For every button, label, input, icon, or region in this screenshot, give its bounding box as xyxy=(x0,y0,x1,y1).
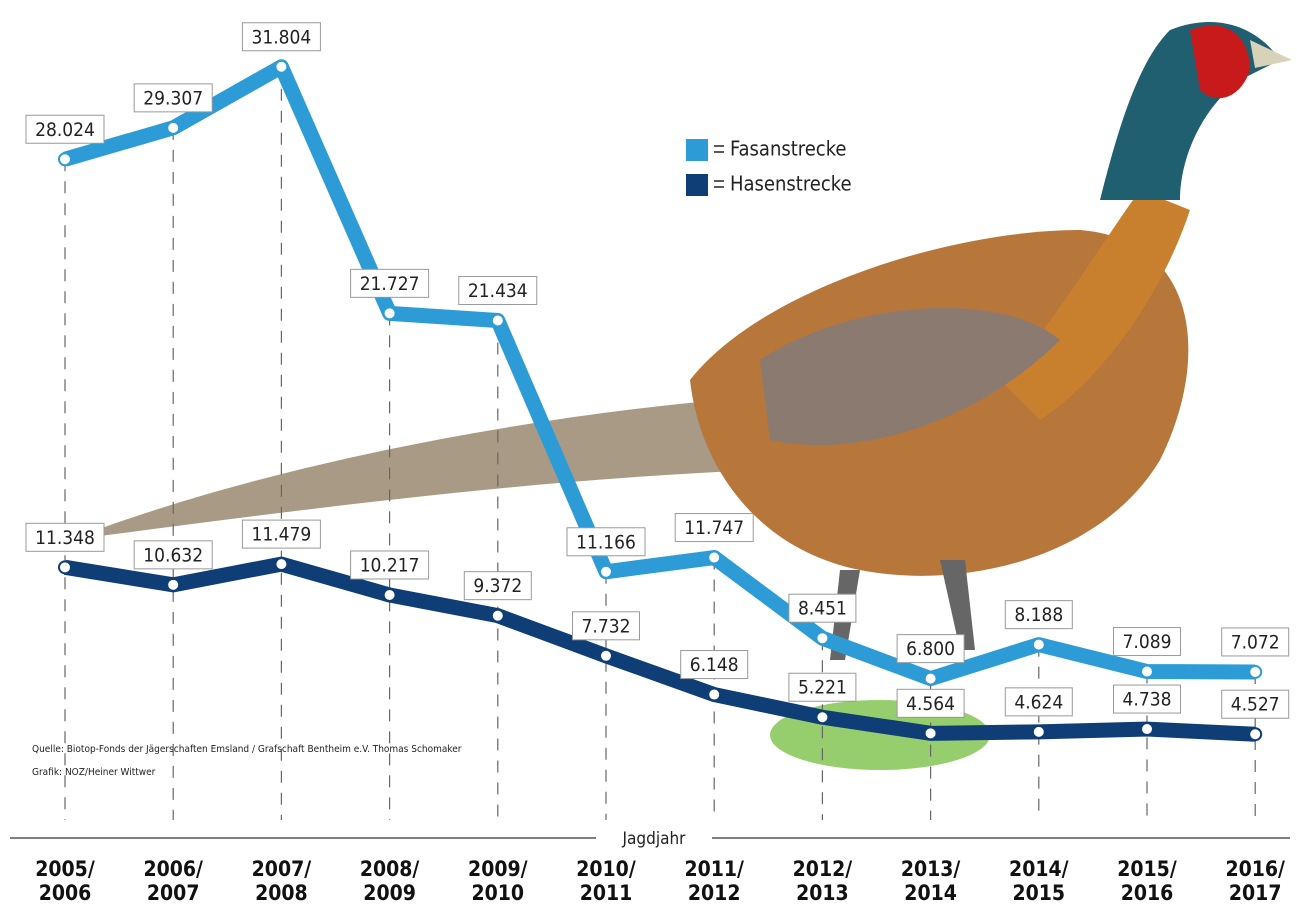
value-label-box xyxy=(896,688,965,718)
data-point xyxy=(815,631,830,646)
x-tick-label: 2013/2014 xyxy=(901,857,961,905)
legend-label: Hasenstrecke xyxy=(730,172,852,196)
data-point xyxy=(1031,724,1046,739)
data-point xyxy=(274,557,289,572)
value-label: 6.148 xyxy=(690,654,739,676)
value-label: 7.732 xyxy=(582,615,631,637)
data-point xyxy=(382,587,397,602)
value-label: 10.632 xyxy=(143,544,203,566)
data-point xyxy=(599,564,613,579)
data-point xyxy=(1248,664,1263,679)
x-tick-label: 2008/2009 xyxy=(360,857,420,905)
value-label: 21.434 xyxy=(468,280,528,302)
value-label-box xyxy=(1113,627,1181,657)
data-point xyxy=(707,687,722,702)
legend-swatch xyxy=(686,139,708,161)
value-label: 6.800 xyxy=(906,638,955,660)
value-label-box xyxy=(572,611,640,641)
value-label: 8.188 xyxy=(1014,604,1063,626)
value-label-box xyxy=(1221,689,1290,719)
value-label-box xyxy=(458,276,538,306)
series-line xyxy=(63,556,1256,742)
value-label-box xyxy=(25,114,105,144)
value-label: 11.747 xyxy=(684,517,744,539)
data-point xyxy=(58,560,72,575)
pheasant-illustration xyxy=(70,21,1292,770)
value-label-box xyxy=(241,22,321,52)
value-label: 10.217 xyxy=(360,554,420,576)
value-label: 7.072 xyxy=(1231,631,1280,653)
value-label-box xyxy=(350,550,430,580)
value-label-box xyxy=(1004,600,1073,630)
data-point xyxy=(923,671,938,686)
x-label-backdrop xyxy=(596,828,712,848)
legend-label: Fasanstrecke xyxy=(730,137,846,161)
value-label-box xyxy=(788,672,857,702)
credit-note: Grafik: NOZ/Heiner Wittwer xyxy=(32,767,156,778)
value-label: 11.479 xyxy=(252,524,312,546)
value-label-box xyxy=(241,519,321,549)
value-label: 21.727 xyxy=(360,273,420,295)
value-label: 4.738 xyxy=(1123,689,1172,711)
legend: Fasanstrecke Hasenstrecke xyxy=(686,137,852,196)
x-tick-label: 2014/2015 xyxy=(1009,857,1069,905)
value-label: 8.451 xyxy=(798,598,847,620)
x-tick-label: 2007/2008 xyxy=(252,857,312,905)
x-tick-label: 2016/2017 xyxy=(1225,857,1285,905)
series-line xyxy=(62,59,1256,687)
value-label-box xyxy=(133,83,213,113)
value-label: 11.166 xyxy=(576,531,636,553)
value-label-box xyxy=(463,571,532,601)
value-label-box xyxy=(1004,687,1073,717)
data-point xyxy=(58,152,72,167)
data-point xyxy=(166,120,181,135)
x-tick-label: 2011/2012 xyxy=(684,857,744,905)
plot-area: 2005/2006 2006/2007 2007/2008 2008/2009 2009… xyxy=(25,22,1290,905)
value-label-box xyxy=(680,650,749,680)
legend-swatch xyxy=(686,174,708,196)
value-label: 11.348 xyxy=(35,527,95,549)
data-point xyxy=(1140,722,1154,737)
data-point xyxy=(707,550,722,565)
x-axis-label: Jagdjahr xyxy=(622,829,687,849)
x-tick-label: 2015/2016 xyxy=(1117,857,1177,905)
data-point xyxy=(166,577,181,592)
value-label: 28.024 xyxy=(35,119,95,141)
x-tick-label: 2005/2006 xyxy=(35,857,95,905)
data-point xyxy=(599,648,613,663)
value-label-box xyxy=(788,593,857,623)
data-point xyxy=(490,313,505,328)
value-label: 4.564 xyxy=(906,693,955,715)
x-tick-label: 2009/2010 xyxy=(468,857,528,905)
value-label: 9.372 xyxy=(473,575,522,597)
value-label: 31.804 xyxy=(252,26,312,48)
value-label-box xyxy=(350,268,430,298)
value-label: 5.221 xyxy=(798,677,847,699)
value-label-box xyxy=(1113,684,1181,714)
value-label: 4.527 xyxy=(1231,694,1280,716)
data-point xyxy=(923,726,938,741)
data-point xyxy=(382,306,397,321)
data-point xyxy=(1248,727,1263,742)
value-label-box xyxy=(133,540,213,570)
value-label-box xyxy=(674,513,754,543)
value-label-box xyxy=(896,634,965,664)
x-tick-label: 2006/2007 xyxy=(143,857,203,905)
data-point xyxy=(1031,637,1046,652)
x-tick-label: 2012/2013 xyxy=(793,857,853,905)
data-point xyxy=(1140,664,1154,679)
value-label-box xyxy=(566,527,646,557)
data-point xyxy=(490,608,505,623)
data-point xyxy=(815,710,830,725)
x-tick-label: 2010/2011 xyxy=(576,857,636,905)
data-point xyxy=(274,59,289,74)
value-label: 4.624 xyxy=(1014,691,1063,713)
source-note: Quelle: Biotop-Fonds der Jägerschaften E… xyxy=(32,744,462,755)
value-label-box xyxy=(25,522,105,552)
value-label: 7.089 xyxy=(1123,631,1172,653)
value-label: 29.307 xyxy=(143,87,203,109)
value-label-box xyxy=(1221,627,1290,657)
